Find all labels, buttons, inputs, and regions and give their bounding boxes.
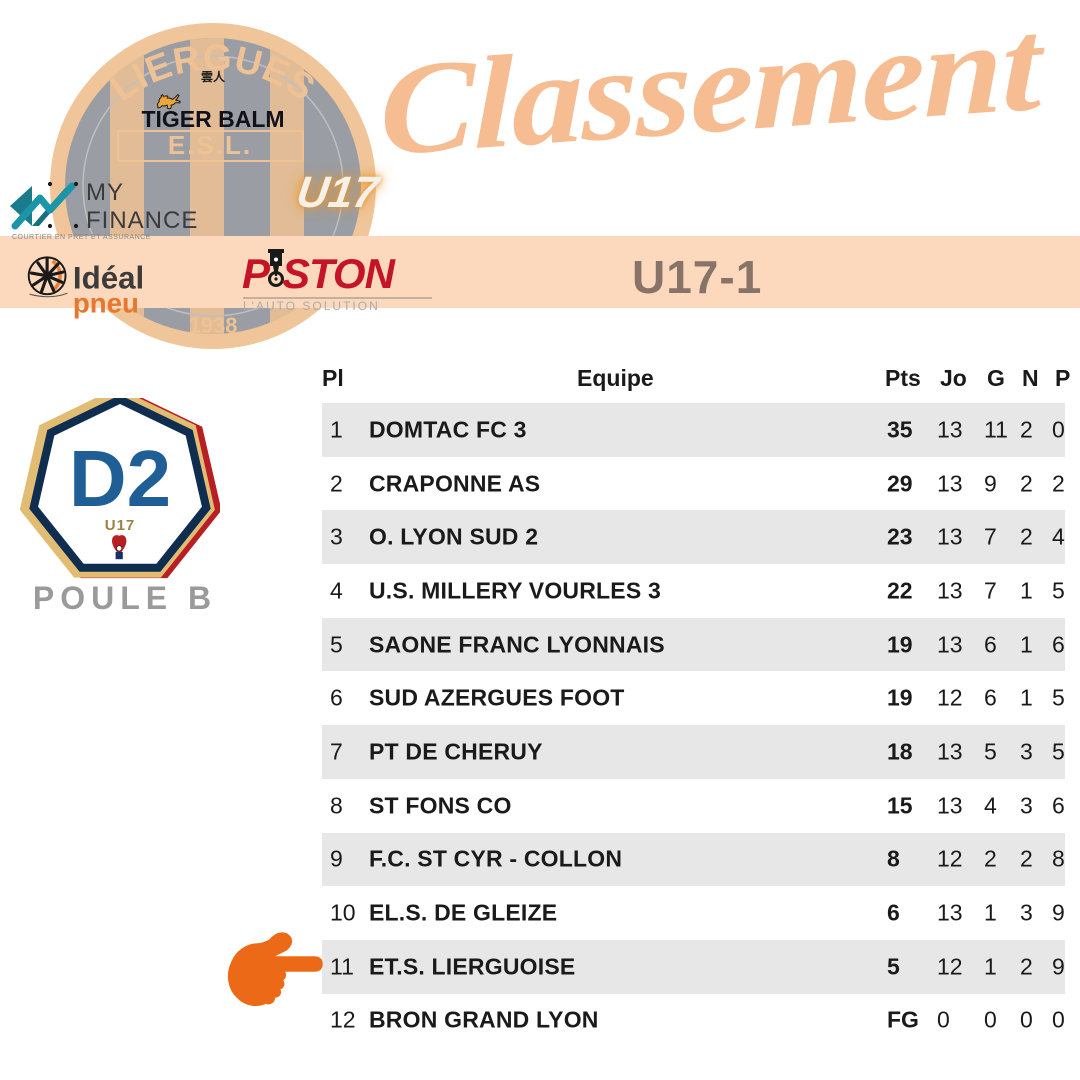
svg-text:FINANCE: FINANCE [86, 207, 198, 234]
svg-text:pneu: pneu [73, 288, 139, 319]
svg-text:E.S.L.: E.S.L. [168, 130, 252, 160]
svg-text:TIGER BALM: TIGER BALM [141, 106, 284, 132]
svg-text:D2: D2 [69, 434, 171, 523]
svg-text:L'AUTO SOLUTION: L'AUTO SOLUTION [243, 299, 380, 313]
svg-text:P: P [242, 250, 271, 297]
svg-text:MY: MY [86, 179, 124, 206]
svg-text:STON: STON [282, 250, 397, 297]
svg-text:COURTIER EN PRET ET ASSURANCE: COURTIER EN PRET ET ASSURANCE [12, 234, 151, 241]
svg-text:Classement: Classement [380, 5, 1046, 184]
svg-text:U17: U17 [105, 517, 136, 534]
